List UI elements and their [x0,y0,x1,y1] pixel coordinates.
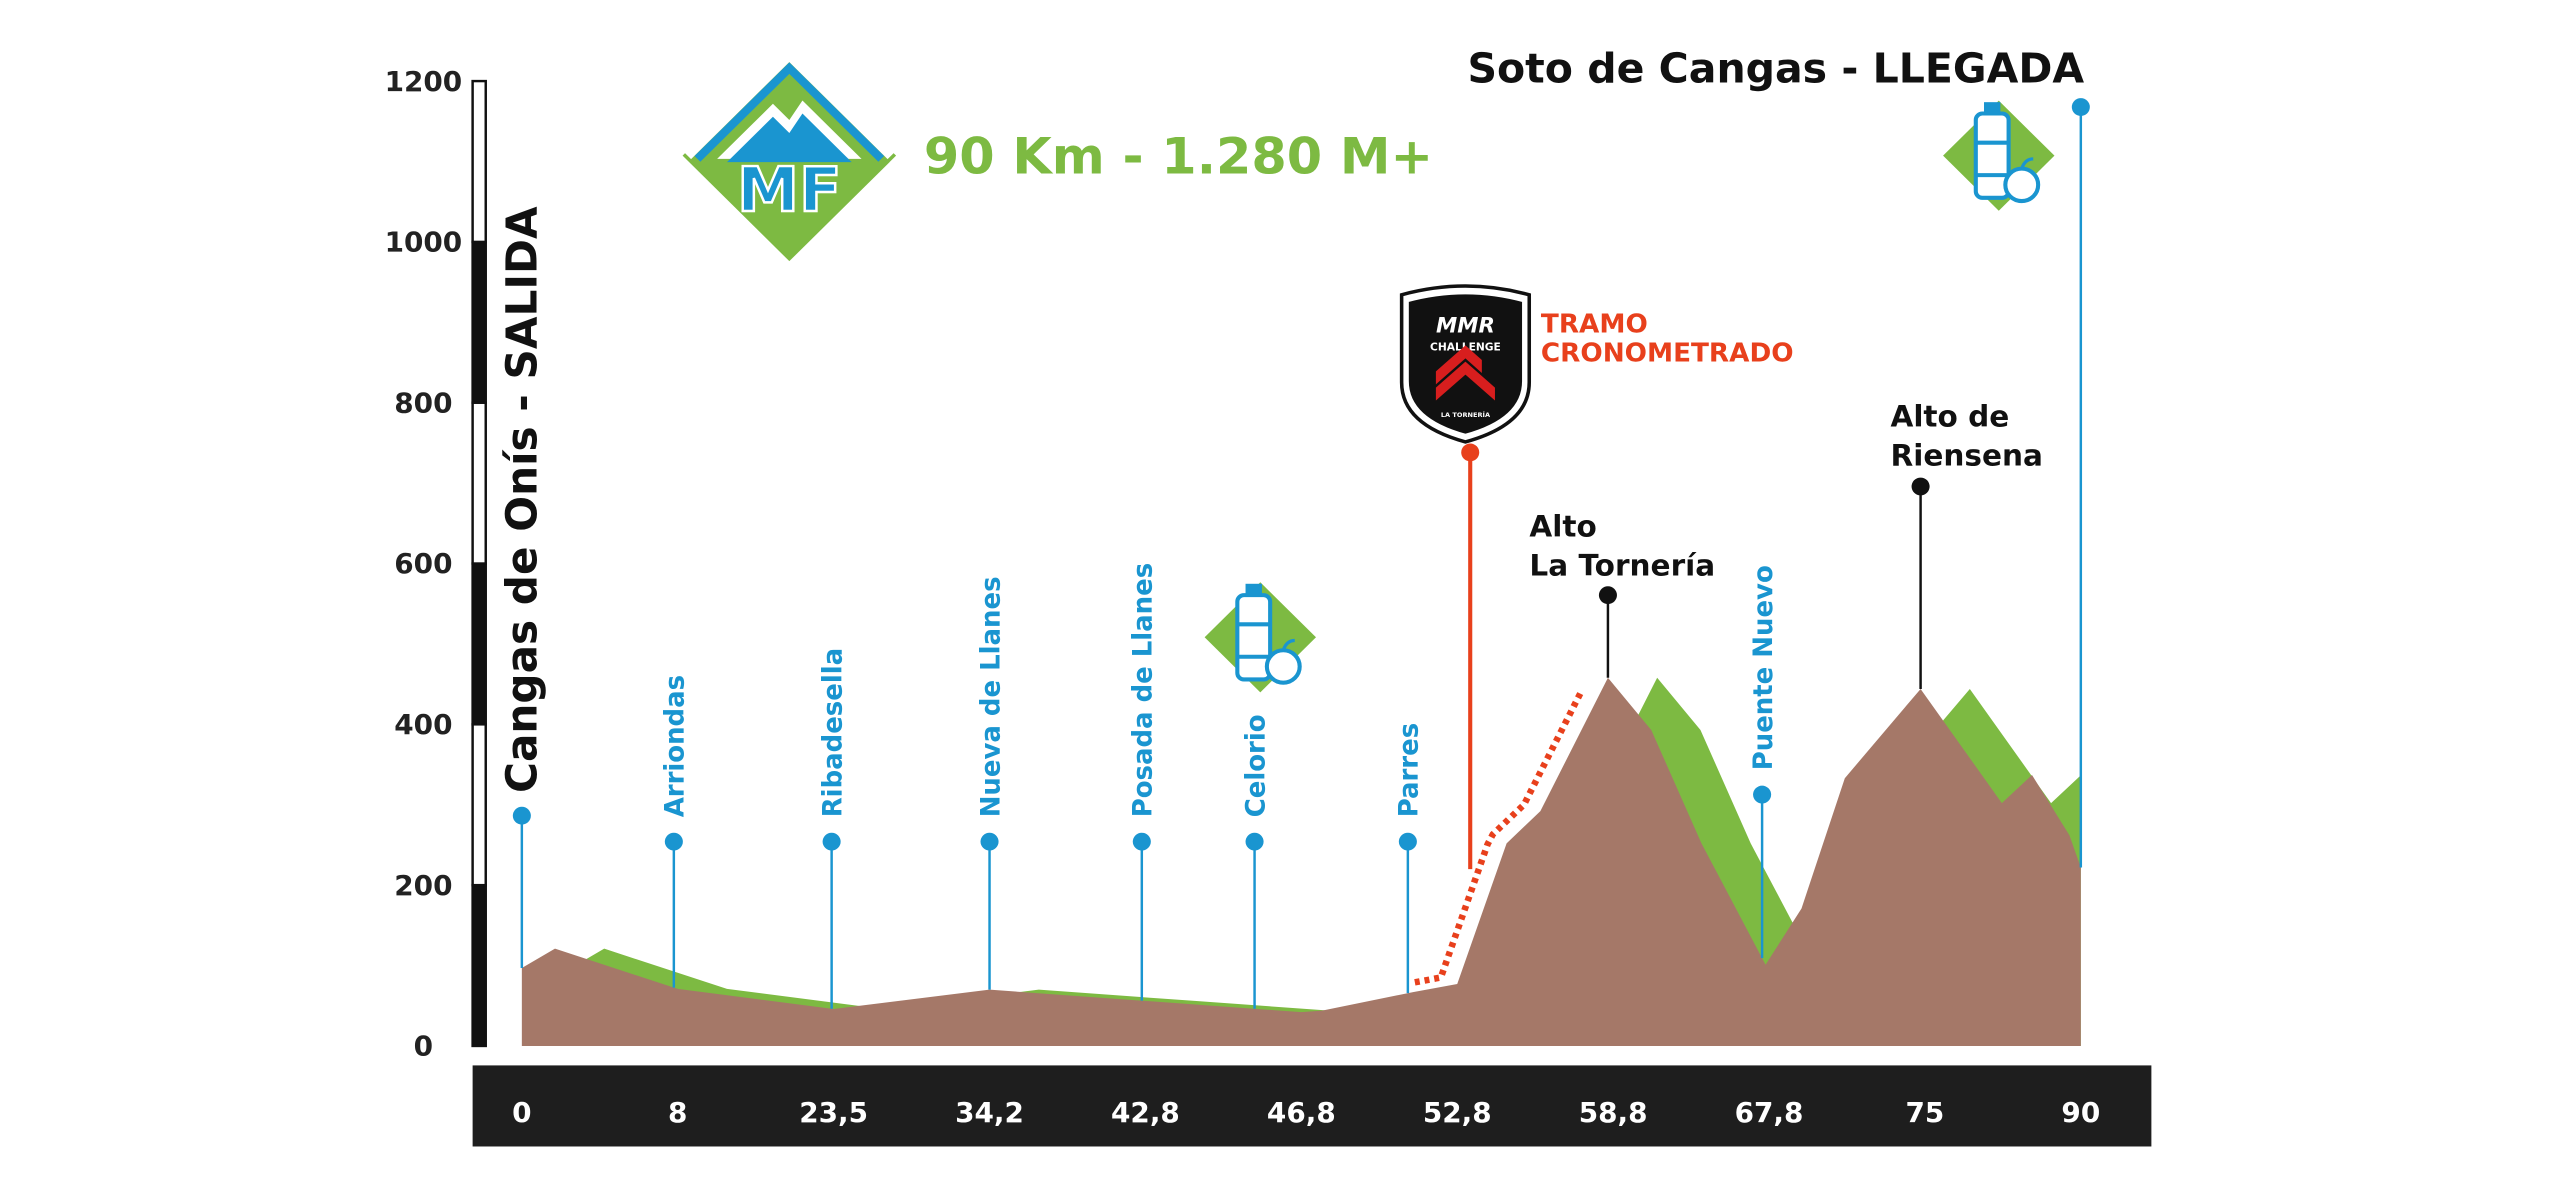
peak-marker [1598,586,1617,605]
waypoint-label: Celorio [1241,714,1271,817]
y-axis-segment [471,723,487,887]
waypoint-label: Ribadesella [818,648,848,817]
y-axis-segment [471,79,487,244]
waypoint-marker [512,806,531,825]
timed-label: CRONOMETRADO [1541,339,1794,369]
start-label: Cangas de Onís - SALIDA [498,206,547,793]
y-axis-segment [471,240,487,404]
y-tick-label: 400 [394,708,452,741]
peak-label: Alto [1529,510,1596,544]
waypoint-label: Parres [1395,723,1425,817]
x-tick-label: 46,8 [1267,1096,1336,1129]
logo: MF [682,48,897,262]
x-tick-label: 75 [1906,1096,1945,1129]
timed-marker [1461,443,1480,462]
y-tick-label: 200 [394,869,452,902]
x-tick-label: 23,5 [799,1096,868,1129]
x-tick-label: 58,8 [1579,1096,1648,1129]
x-tick-label: 90 [2061,1096,2100,1129]
aid-station-icon [1943,101,2054,211]
finish-label: Soto de Cangas - LLEGADA [1467,45,2084,93]
y-axis-segment [471,883,487,1048]
x-tick-label: 8 [668,1096,687,1129]
badge-brand: MMR [1436,313,1495,338]
badge-place: LA TORNERÍA [1441,410,1491,419]
x-tick-label: 0 [512,1096,531,1129]
y-axis-segment [471,401,487,565]
waypoint-label: Nueva de Llanes [976,576,1006,817]
timed-label: TRAMO [1541,310,1648,340]
badge: MMR CHALLENGE LA TORNERÍA [1399,284,1532,444]
y-tick-label: 1200 [385,65,463,98]
waypoint-marker [1245,832,1264,851]
waypoint-marker [1398,832,1417,851]
waypoint-marker [1753,785,1772,804]
timed-climb [1414,690,1585,986]
x-tick-label: 34,2 [955,1096,1024,1129]
waypoint-marker [822,832,841,851]
waypoint-label: Puente Nuevo [1749,565,1779,770]
chart-title: 90 Km - 1.280 M+ [924,127,1433,186]
y-axis-segment [471,562,487,726]
waypoint-marker [1132,832,1151,851]
logo-text: MF [737,153,842,226]
peak-label: Riensena [1890,439,2042,473]
profile-area [521,677,2081,1046]
x-tick-label: 42,8 [1111,1096,1180,1129]
x-axis-band [472,1065,2152,1147]
waypoint-label: Posada de Llanes [1129,563,1159,817]
x-tick-label: 52,8 [1423,1096,1492,1129]
waypoint-marker [664,832,683,851]
y-tick-label: 600 [394,547,452,580]
waypoint-marker [2071,98,2090,116]
waypoint-label: Arriondas [661,675,691,817]
peak-label: Alto de [1890,400,2009,434]
y-tick-label: 800 [394,387,452,420]
y-tick-label: 1000 [385,226,463,259]
waypoint-marker [980,832,999,851]
peak-label: La Tornería [1529,549,1715,583]
y-tick-label: 0 [414,1030,433,1063]
peak-marker [1911,477,1930,496]
aid-station-icon [1205,582,1316,692]
x-tick-label: 67,8 [1735,1096,1804,1129]
